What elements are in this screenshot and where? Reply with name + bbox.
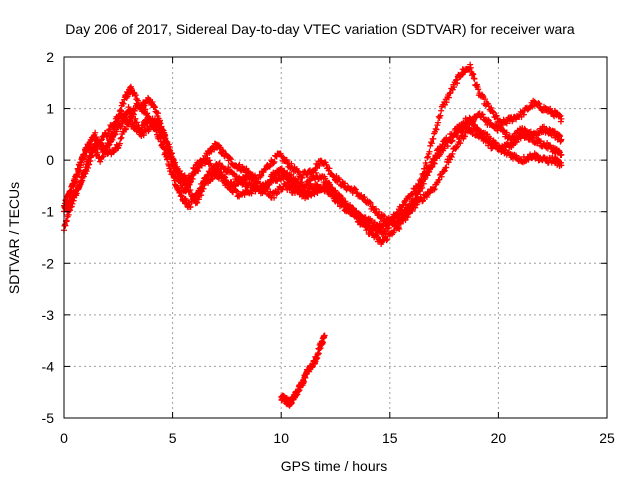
chart-title: Day 206 of 2017, Sidereal Day-to-day VTE… [65, 21, 575, 37]
x-tick-label: 0 [60, 430, 68, 446]
y-tick-label: -1 [42, 204, 55, 220]
series-sat-a [61, 61, 565, 232]
plot-frame [63, 56, 608, 419]
y-tick-label: 2 [46, 49, 54, 65]
axis-ticks: 0 5 10 15 20 25 -5 -4 -3 -2 -1 0 1 2 [42, 49, 615, 446]
series-sat-e [278, 332, 328, 409]
x-tick-label: 10 [273, 430, 289, 446]
y-tick-label: -2 [42, 255, 55, 271]
y-tick-label: 1 [46, 101, 54, 117]
grid-lines [64, 57, 607, 418]
y-tick-label: -4 [42, 358, 55, 374]
data-points [61, 61, 565, 409]
y-tick-label: -3 [42, 307, 55, 323]
y-tick-label: -5 [42, 410, 55, 426]
x-tick-label: 25 [599, 430, 615, 446]
x-axis-title: GPS time / hours [281, 458, 388, 474]
y-tick-label: 0 [46, 152, 54, 168]
y-axis-title: SDTVAR / TECUs [6, 182, 22, 294]
series-sat-d [61, 108, 565, 232]
x-tick-label: 15 [382, 430, 398, 446]
x-tick-label: 20 [491, 430, 507, 446]
x-tick-label: 5 [169, 430, 177, 446]
